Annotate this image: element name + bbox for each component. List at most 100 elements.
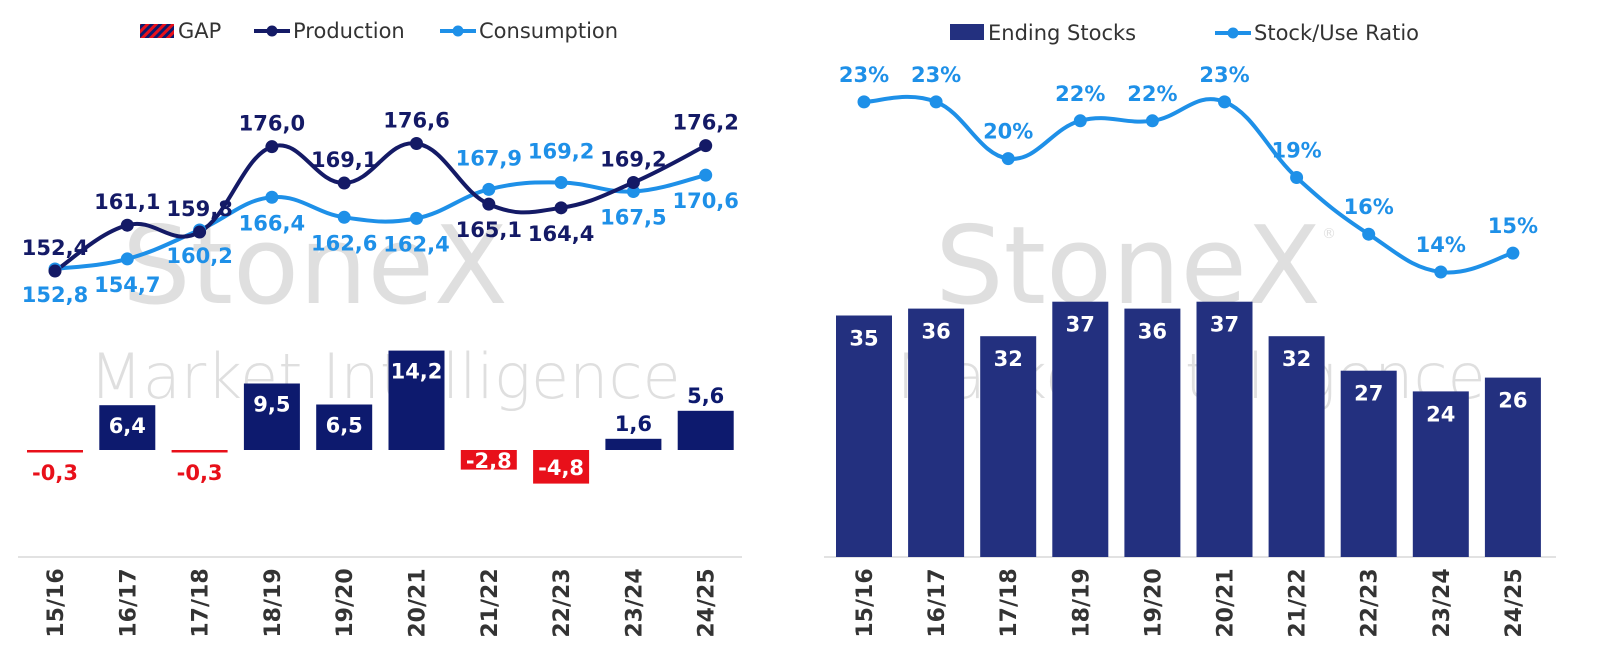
stock-use-label: 14% [1416, 233, 1466, 257]
stock-use-label: 19% [1271, 139, 1321, 163]
x-tick-label: 17/18 [189, 568, 214, 637]
ending-stocks-bar [980, 336, 1037, 557]
stock-use-label: 15% [1488, 214, 1538, 238]
production-label: 176,2 [672, 111, 738, 135]
gap-bar [171, 450, 228, 453]
gap-bar-label: 6,4 [109, 414, 146, 438]
consumption-point [410, 211, 423, 225]
ending-stocks-bar [1340, 370, 1397, 557]
production-label: 176,0 [239, 112, 305, 136]
production-label: 169,1 [311, 148, 377, 172]
gap-bar-label: -4,8 [538, 456, 584, 480]
ending-stocks-bar [908, 308, 965, 557]
x-tick-label: 22/23 [550, 568, 575, 637]
production-label: 169,2 [600, 148, 666, 172]
consumption-point [120, 252, 134, 266]
production-point [699, 139, 713, 153]
consumption-line [54, 173, 707, 271]
ending-stocks-label: 35 [849, 327, 878, 351]
legend-production-label: Production [293, 19, 405, 43]
consumption-point [554, 176, 568, 190]
x-tick-label: 21/22 [478, 568, 503, 637]
stock-use-label: 20% [983, 120, 1033, 144]
stock-use-point [1218, 95, 1231, 109]
stock-use-label: 22% [1055, 82, 1105, 106]
ending-stocks-bar [1268, 336, 1325, 557]
gap-bar [460, 450, 517, 470]
ending-stocks-label: 32 [994, 347, 1023, 371]
consumption-point [626, 184, 640, 198]
gap-bar [243, 383, 300, 450]
ending-stocks-bar [1412, 391, 1469, 557]
ending-stocks-label: 36 [921, 320, 950, 344]
x-tick-label: 16/17 [116, 568, 141, 637]
x-tick-label: 18/19 [261, 568, 286, 637]
ending-stocks-label: 27 [1354, 382, 1383, 406]
gap-bar-label: -2,8 [466, 449, 512, 473]
x-tick-label: 24/25 [695, 568, 720, 637]
production-point [120, 218, 134, 232]
consumption-label: 162,4 [383, 232, 449, 256]
stock-use-point [1290, 171, 1304, 184]
gap-bar [605, 438, 662, 450]
consumption-label: 170,6 [672, 189, 738, 213]
legend-stock-use-marker [1227, 27, 1239, 39]
consumption-label: 152,8 [22, 283, 88, 307]
stock-use-label: 16% [1344, 195, 1394, 219]
gap-bar-label: -0,3 [177, 461, 223, 485]
legend-production-marker [266, 25, 278, 37]
consumption-point [482, 182, 496, 196]
production-label: 152,4 [22, 236, 88, 260]
gap-bar [677, 410, 734, 450]
gap-bar-label: 6,5 [326, 414, 363, 438]
left-legend: GAP Production Consumption [140, 19, 618, 43]
gap-bar [388, 350, 445, 450]
gap-bar-label: 9,5 [253, 393, 290, 417]
legend-ending-stocks-label: Ending Stocks [988, 21, 1136, 45]
production-label: 159,8 [166, 197, 232, 221]
x-tick-label: 15/16 [853, 568, 878, 637]
ending-stocks-bar [1124, 308, 1181, 557]
production-point [482, 197, 496, 211]
production-line [53, 141, 707, 273]
stock-use-label: 23% [1199, 63, 1249, 87]
legend-ending-stocks-swatch [950, 24, 984, 40]
production-point [626, 176, 640, 190]
ending-stocks-bar [1196, 301, 1253, 557]
x-tick-label: 24/25 [1502, 568, 1527, 637]
x-tick-label: 20/21 [1214, 568, 1239, 637]
gap-production-consumption-chart: GAP Production Consumption -0,3 6,4 -0,3 9,… [18, 19, 742, 638]
ending-stocks-label: 24 [1426, 402, 1455, 426]
legend-consumption-label: Consumption [479, 19, 618, 43]
consumption-label: 154,7 [94, 273, 160, 297]
production-point [337, 176, 351, 190]
consumption-label: 166,4 [239, 211, 305, 235]
watermark-left-brand: StoneX [122, 204, 508, 329]
stock-use-point [857, 95, 871, 109]
x-tick-label: 16/17 [925, 568, 950, 637]
legend-gap-swatch [140, 24, 174, 38]
production-point [48, 264, 62, 278]
gap-bar [27, 450, 83, 453]
stock-use-point [1506, 246, 1520, 260]
gap-bar [533, 450, 590, 484]
x-tick-label: 19/20 [1141, 568, 1166, 637]
x-tick-label: 19/20 [333, 568, 358, 637]
production-label: 176,6 [383, 109, 449, 133]
x-tick-label: 20/21 [406, 568, 431, 637]
x-tick-label: 23/24 [1430, 568, 1455, 637]
gap-bar-label: -0,3 [32, 461, 78, 485]
consumption-point [699, 168, 713, 182]
watermark-right-brand: StoneX [935, 204, 1321, 329]
ending-stocks-label: 26 [1498, 389, 1527, 413]
x-tick-label: 17/18 [997, 568, 1022, 637]
legend-gap-label: GAP [178, 19, 221, 43]
ending-stocks-bar [836, 315, 892, 557]
ending-stocks-label: 36 [1138, 320, 1167, 344]
gap-bar [99, 405, 156, 450]
gap-bar-label: 14,2 [391, 360, 443, 384]
watermark-left: StoneX Market Intelligence [89, 204, 680, 413]
gap-bar-label: 5,6 [687, 384, 724, 408]
gap-bar-label: 1,6 [615, 412, 652, 436]
